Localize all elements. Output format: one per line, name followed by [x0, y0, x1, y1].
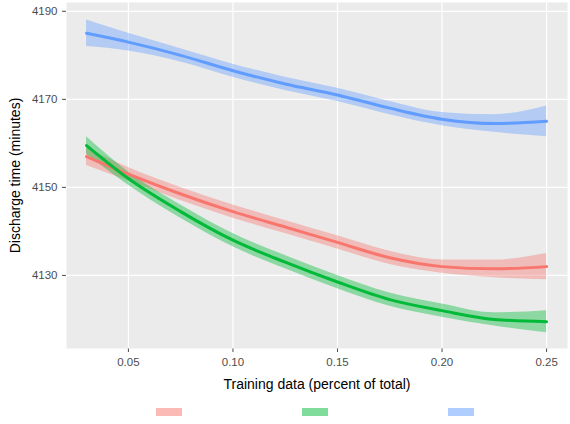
svg-text:4150: 4150 [32, 181, 58, 193]
svg-text:Training data (percent of tota: Training data (percent of total) [223, 376, 410, 392]
svg-text:4170: 4170 [32, 93, 58, 105]
svg-text:4190: 4190 [32, 5, 58, 17]
svg-text:0.05: 0.05 [117, 356, 139, 368]
svg-text:0.15: 0.15 [326, 356, 348, 368]
svg-text:0.10: 0.10 [222, 356, 244, 368]
svg-text:0.20: 0.20 [431, 356, 453, 368]
svg-text:4130: 4130 [32, 269, 58, 281]
svg-text:Discharge time (minutes): Discharge time (minutes) [7, 98, 23, 254]
svg-text:0.25: 0.25 [535, 356, 557, 368]
